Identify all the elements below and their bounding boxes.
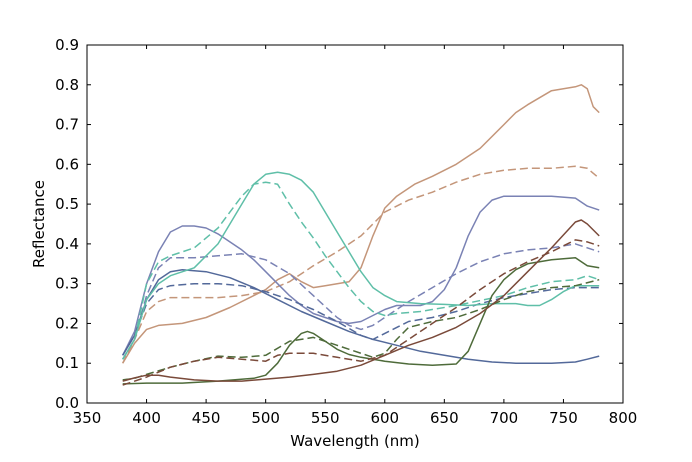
y-tick-label: 0.4 xyxy=(55,235,79,253)
y-tick-label: 0.8 xyxy=(55,76,79,94)
tick-layer: 350 400 450 500 550 600 650 700 750 800 0.0 0.1 0.2 0… xyxy=(55,36,637,427)
y-tick-label: 0.7 xyxy=(55,116,79,134)
y-tick-label: 0.9 xyxy=(55,36,79,54)
series-line-3 xyxy=(122,243,600,360)
x-tick-label: 700 xyxy=(490,409,519,427)
x-tick-label: 800 xyxy=(609,409,638,427)
series-line-2 xyxy=(122,195,600,356)
series-line-8 xyxy=(122,257,600,385)
x-tick-label: 500 xyxy=(251,409,280,427)
x-tick-label: 550 xyxy=(311,409,340,427)
series-line-9 xyxy=(122,278,600,381)
series-line-7 xyxy=(122,181,600,360)
x-tick-label: 450 xyxy=(192,409,221,427)
y-tick-label: 0.3 xyxy=(55,275,79,293)
y-tick-label: 0.2 xyxy=(55,314,79,332)
y-axis-label: Reflectance xyxy=(30,180,48,268)
y-tick-label: 0.1 xyxy=(55,354,79,372)
y-tick-label: 0.0 xyxy=(55,394,79,412)
series-line-0 xyxy=(122,84,600,364)
series-line-5 xyxy=(122,282,600,356)
plot-frame xyxy=(86,44,624,404)
x-tick-label: 400 xyxy=(132,409,161,427)
x-tick-label: 600 xyxy=(370,409,399,427)
series-line-6 xyxy=(122,171,600,360)
series-line-11 xyxy=(122,239,600,386)
series-layer xyxy=(122,84,600,386)
x-tick-label: 650 xyxy=(430,409,459,427)
x-tick-label: 350 xyxy=(73,409,102,427)
y-tick-label: 0.5 xyxy=(55,195,79,213)
x-axis-label: Wavelength (nm) xyxy=(290,432,420,450)
x-tick-label: 750 xyxy=(549,409,578,427)
y-tick-label: 0.6 xyxy=(55,155,79,173)
series-line-4 xyxy=(122,268,600,364)
series-line-10 xyxy=(122,219,600,382)
series-line-1 xyxy=(122,165,600,364)
